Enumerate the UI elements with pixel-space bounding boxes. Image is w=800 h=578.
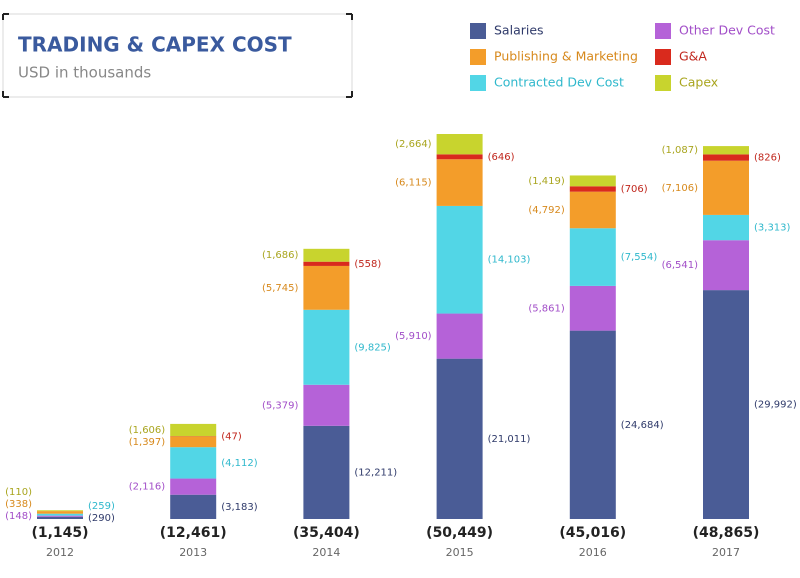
legend-label: Other Dev Cost <box>679 23 775 38</box>
bar-segment <box>37 511 83 514</box>
value-label: (6,115) <box>395 178 432 189</box>
value-label: (259) <box>88 501 115 512</box>
value-label: (9,825) <box>354 342 391 353</box>
total-label: (1,145) <box>31 525 88 541</box>
x-tick-label: 2012 <box>46 546 74 559</box>
value-label: (7,554) <box>621 252 658 263</box>
value-label: (1,397) <box>129 437 166 448</box>
value-label: (646) <box>488 152 515 163</box>
bar-segment <box>170 494 217 519</box>
legend-label: Salaries <box>494 23 544 38</box>
title-box-corners <box>2 13 353 98</box>
value-label: (24,684) <box>621 420 664 431</box>
bar-segment <box>436 313 483 359</box>
total-label: (50,449) <box>426 525 493 541</box>
value-label: (47) <box>221 431 242 442</box>
chart-subtitle: USD in thousands <box>18 64 151 82</box>
value-label: (4,792) <box>528 205 565 216</box>
value-label: (290) <box>88 513 115 524</box>
value-label: (5,379) <box>262 400 299 411</box>
bar-segment <box>436 159 483 206</box>
bar-segment <box>303 261 350 266</box>
bar-segment <box>703 240 749 291</box>
bar-segment <box>170 478 217 495</box>
legend-label: Publishing & Marketing <box>494 49 638 64</box>
legend-swatch <box>655 75 671 91</box>
legend-label: Capex <box>679 75 718 90</box>
x-tick-label: 2014 <box>312 546 340 559</box>
value-label: (2,116) <box>129 482 166 493</box>
bar-segment <box>569 228 616 286</box>
value-label: (12,211) <box>354 467 397 478</box>
bar-segment <box>303 248 350 262</box>
bar-segment <box>303 384 350 426</box>
value-label: (826) <box>754 153 781 164</box>
bar-segment <box>569 285 616 331</box>
x-tick-label: 2016 <box>579 546 607 559</box>
value-label: (7,106) <box>662 183 699 194</box>
value-label: (3,313) <box>754 223 791 234</box>
bar-segment <box>436 205 483 314</box>
total-label: (45,016) <box>559 525 626 541</box>
legend-label: Contracted Dev Cost <box>494 75 624 90</box>
value-label: (110) <box>5 487 32 498</box>
bar-segment <box>37 510 83 512</box>
bar-segment <box>170 447 217 479</box>
total-label: (48,865) <box>693 525 760 541</box>
value-label: (1,087) <box>662 145 699 156</box>
bar-segment <box>37 513 83 516</box>
value-label: (5,861) <box>528 303 565 314</box>
bar-segment <box>37 516 83 519</box>
x-tick-label: 2013 <box>179 546 207 559</box>
value-label: (21,011) <box>488 434 531 445</box>
value-label: (558) <box>354 259 381 270</box>
value-label: (4,112) <box>221 458 258 469</box>
value-label: (3,183) <box>221 502 258 513</box>
bar-segment <box>569 175 616 187</box>
bar-segment <box>569 330 616 519</box>
value-label: (1,686) <box>262 250 299 261</box>
bar-segment <box>303 309 350 385</box>
value-label: (1,606) <box>129 425 166 436</box>
value-label: (2,664) <box>395 139 432 150</box>
legend-swatch <box>470 49 486 65</box>
bar-segment <box>436 358 483 519</box>
bar-segment <box>703 146 749 155</box>
legend-swatch <box>470 23 486 39</box>
x-tick-label: 2015 <box>446 546 474 559</box>
bar-segment <box>170 423 217 437</box>
x-tick-label: 2017 <box>712 546 740 559</box>
value-label: (6,541) <box>662 260 699 271</box>
value-label: (29,992) <box>754 400 797 411</box>
bar-segment <box>170 436 217 448</box>
chart-title: TRADING & CAPEX COST <box>18 33 292 57</box>
legend-swatch <box>655 23 671 39</box>
bar-segment <box>703 160 749 215</box>
bar-segment <box>569 191 616 229</box>
value-label: (14,103) <box>488 255 531 266</box>
legend-label: G&A <box>679 49 707 64</box>
value-label: (5,745) <box>262 283 299 294</box>
bar-segment <box>703 290 749 519</box>
value-label: (148) <box>5 511 32 522</box>
bar-segment <box>703 214 749 241</box>
value-label: (1,419) <box>528 176 565 187</box>
bar-segment <box>37 515 83 517</box>
legend-swatch <box>470 75 486 91</box>
bar-segment <box>436 134 483 155</box>
total-label: (35,404) <box>293 525 360 541</box>
bar-segment <box>303 425 350 519</box>
legend-swatch <box>655 49 671 65</box>
value-label: (338) <box>5 499 32 510</box>
total-label: (12,461) <box>160 525 227 541</box>
value-label: (5,910) <box>395 331 432 342</box>
bar-segment <box>303 265 350 310</box>
bar-segment <box>569 186 616 192</box>
value-label: (706) <box>621 184 648 195</box>
title-box <box>2 13 353 98</box>
bar-segment <box>703 154 749 161</box>
bar-segment <box>436 154 483 160</box>
